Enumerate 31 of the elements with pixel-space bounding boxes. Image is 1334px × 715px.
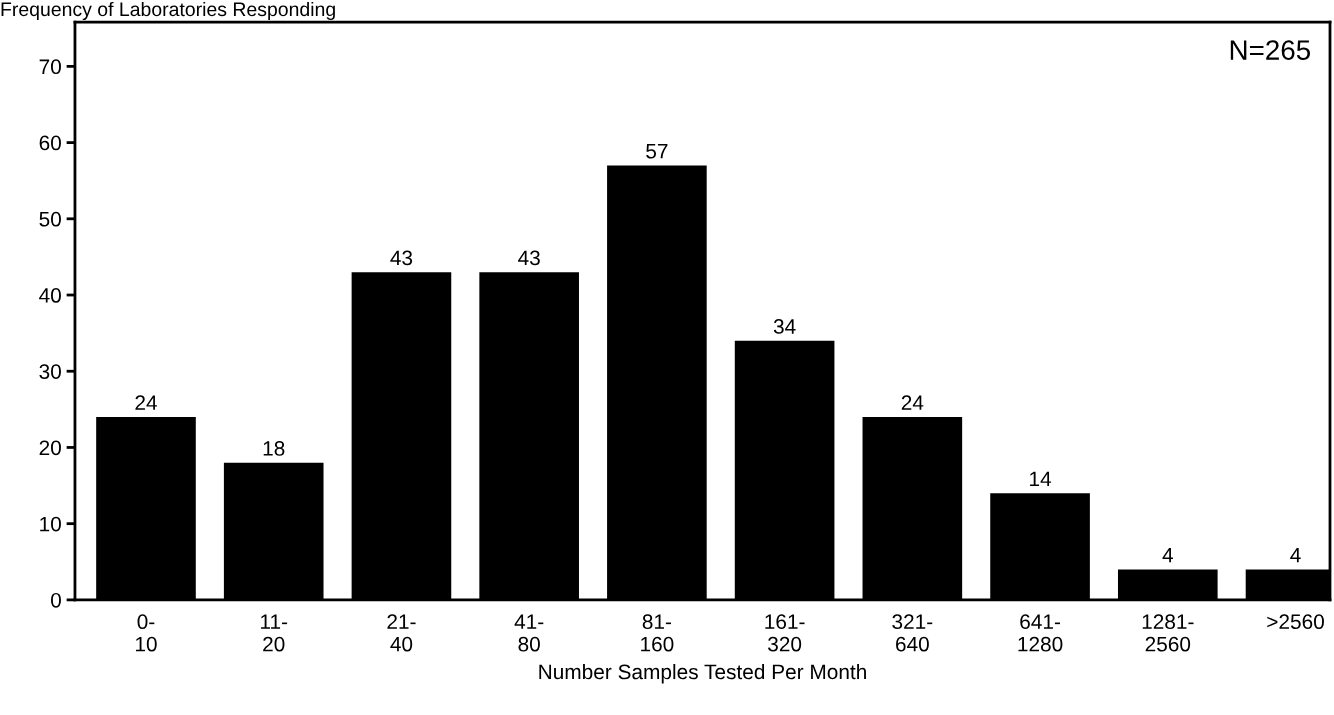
y-tick-label: 0 (51, 592, 61, 608)
x-axis-title: Number Samples Tested Per Month (539, 663, 866, 684)
y-tick-label: 50 (39, 211, 61, 227)
data-label: 24 (901, 395, 924, 410)
data-label: 34 (773, 319, 796, 334)
data-label: 43 (518, 250, 540, 266)
x-tick-label: 161- 320 (765, 614, 805, 652)
data-label: 43 (390, 250, 413, 266)
data-label: 4 (1162, 547, 1173, 563)
annotation: N=265 (1230, 40, 1311, 60)
x-tick-label: 21- 40 (387, 614, 416, 652)
data-label: 18 (263, 441, 285, 456)
data-label: 24 (135, 395, 157, 410)
x-tick-label: 641- 1280 (1018, 614, 1063, 652)
y-tick-label: 60 (39, 135, 61, 151)
x-tick-label: 0- 10 (135, 614, 157, 652)
x-tick-label: 1281- 2560 (1142, 614, 1194, 652)
x-tick-label: >2560 (1267, 614, 1324, 630)
x-tick-label: 11- 20 (261, 614, 288, 652)
data-label: 57 (646, 144, 668, 159)
x-tick-label: 81- 160 (641, 614, 674, 652)
data-label: 4 (1290, 547, 1301, 563)
y-axis-title: Frequency of Laboratories Responding (1, 1, 335, 21)
y-tick-label: 20 (39, 440, 61, 456)
y-tick-label: 40 (39, 288, 61, 303)
y-tick-label: 10 (40, 516, 61, 532)
y-tick-label: 30 (39, 364, 61, 379)
y-tick-label: 70 (39, 59, 61, 75)
x-tick-label: 321- 640 (892, 614, 933, 652)
data-label: 14 (1030, 471, 1052, 487)
x-tick-label: 41- 80 (514, 614, 544, 652)
